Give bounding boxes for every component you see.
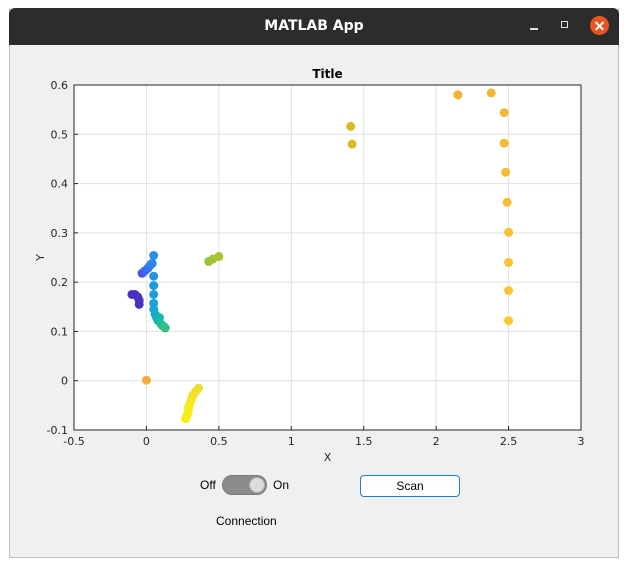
chart-title: Title xyxy=(312,67,342,81)
x-tick-label: 3 xyxy=(578,435,585,448)
switch-on-label: On xyxy=(273,478,290,492)
scatter-point xyxy=(346,121,356,131)
connection-toggle-switch[interactable] xyxy=(222,475,267,495)
scatter-point xyxy=(160,323,170,333)
scatter-point xyxy=(147,258,157,268)
scatter-point xyxy=(453,90,463,100)
scatter-point xyxy=(181,414,191,424)
x-tick-label: 0.5 xyxy=(210,435,228,448)
x-tick-label: -0.5 xyxy=(63,435,84,448)
plot-area xyxy=(74,85,581,430)
scatter-point xyxy=(502,197,512,207)
scatter-point xyxy=(504,257,514,267)
y-tick-label: 0.3 xyxy=(51,227,69,240)
scatter-point xyxy=(134,299,144,309)
scatter-point xyxy=(347,139,357,149)
x-axis-label: X xyxy=(324,451,332,464)
scatter-points xyxy=(127,88,514,424)
scatter-point xyxy=(501,167,511,177)
scatter-point xyxy=(499,108,509,118)
y-tick-label: 0.1 xyxy=(51,325,69,338)
minimize-icon[interactable] xyxy=(525,16,545,36)
scatter-point xyxy=(504,316,514,326)
toggle-knob[interactable] xyxy=(249,477,265,493)
switch-off-label: Off xyxy=(200,478,216,492)
scatter-point xyxy=(499,138,509,148)
scatter-plot-axes[interactable]: -0.5 0 0.5 1 1.5 2 2.5 3 -0.1 0 0.1 0.2 0.3 0.4 0.5 0.6… xyxy=(0,0,628,470)
connection-label: Connection xyxy=(216,514,277,528)
scatter-point xyxy=(141,375,151,385)
scatter-point xyxy=(214,252,224,262)
window-title: MATLAB App xyxy=(264,18,364,34)
y-axis-label: Y xyxy=(34,254,47,262)
title-bar[interactable]: MATLAB App xyxy=(9,8,619,45)
y-tick-label: 0.5 xyxy=(51,128,69,141)
scatter-point xyxy=(504,227,514,237)
scatter-point xyxy=(149,251,159,261)
scan-button[interactable]: Scan xyxy=(360,475,460,497)
plot-box xyxy=(73,84,582,431)
scatter-point xyxy=(149,289,159,299)
scatter-point xyxy=(149,281,159,291)
x-tick-label: 1 xyxy=(288,435,295,448)
y-tick-label: 0.4 xyxy=(51,178,69,191)
y-tick-label: 0.6 xyxy=(51,79,69,92)
scatter-point xyxy=(486,88,496,98)
x-tick-label: 2 xyxy=(433,435,440,448)
close-icon[interactable] xyxy=(590,16,609,35)
y-tick-label: -0.1 xyxy=(47,424,68,437)
x-tick-label: 2.5 xyxy=(500,435,518,448)
x-tick-label: 0 xyxy=(143,435,150,448)
maximize-icon[interactable] xyxy=(556,16,576,36)
y-tick-label: 0.2 xyxy=(51,276,69,289)
axis-ticks: -0.5 0 0.5 1 1.5 2 2.5 3 -0.1 0 0.1 0.2 0.3 0.4 0.5 0.6 xyxy=(47,79,585,448)
y-tick-label: 0 xyxy=(61,375,68,388)
x-tick-label: 1.5 xyxy=(355,435,373,448)
scatter-point xyxy=(504,286,514,296)
scatter-point xyxy=(149,271,159,281)
